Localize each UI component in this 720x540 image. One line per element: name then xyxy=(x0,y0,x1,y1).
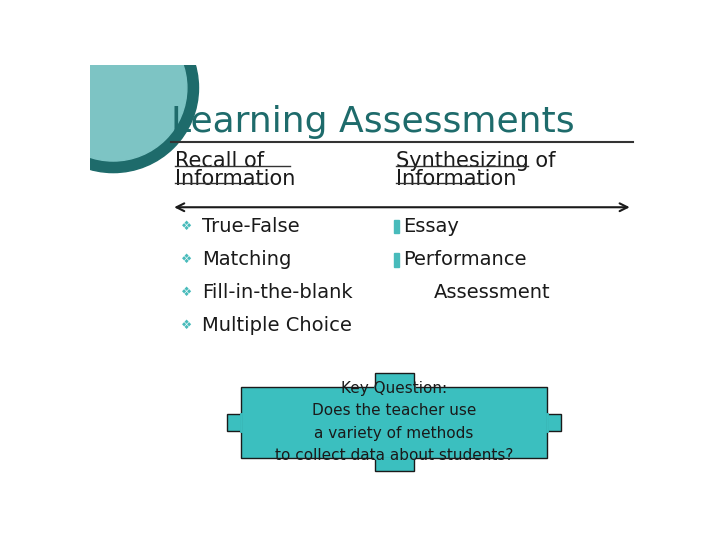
Text: Key Question:
Does the teacher use
a variety of methods
to collect data about st: Key Question: Does the teacher use a var… xyxy=(275,381,513,463)
Text: Matching: Matching xyxy=(202,250,292,269)
Text: ❖: ❖ xyxy=(181,319,192,332)
Text: ❖: ❖ xyxy=(181,253,192,266)
Bar xyxy=(241,387,547,457)
Text: Information: Information xyxy=(396,168,516,189)
Circle shape xyxy=(28,3,199,173)
Text: Learning Assessments: Learning Assessments xyxy=(171,105,575,139)
Bar xyxy=(228,414,241,430)
Text: ❖: ❖ xyxy=(181,286,192,299)
Bar xyxy=(375,373,413,387)
Text: Assessment: Assessment xyxy=(434,283,551,302)
Circle shape xyxy=(40,15,187,161)
Text: Recall of: Recall of xyxy=(175,151,291,171)
Text: Essay: Essay xyxy=(403,217,459,236)
Text: Fill-in-the-blank: Fill-in-the-blank xyxy=(202,283,353,302)
Text: Performance: Performance xyxy=(403,250,526,269)
Text: Synthesizing of: Synthesizing of xyxy=(396,151,556,171)
Bar xyxy=(375,457,413,471)
Bar xyxy=(547,414,561,430)
Bar xyxy=(394,253,399,267)
Text: ❖: ❖ xyxy=(181,220,192,233)
Text: Information: Information xyxy=(175,168,296,189)
Text: Multiple Choice: Multiple Choice xyxy=(202,316,352,335)
Text: True-False: True-False xyxy=(202,217,300,236)
Bar xyxy=(394,220,399,233)
